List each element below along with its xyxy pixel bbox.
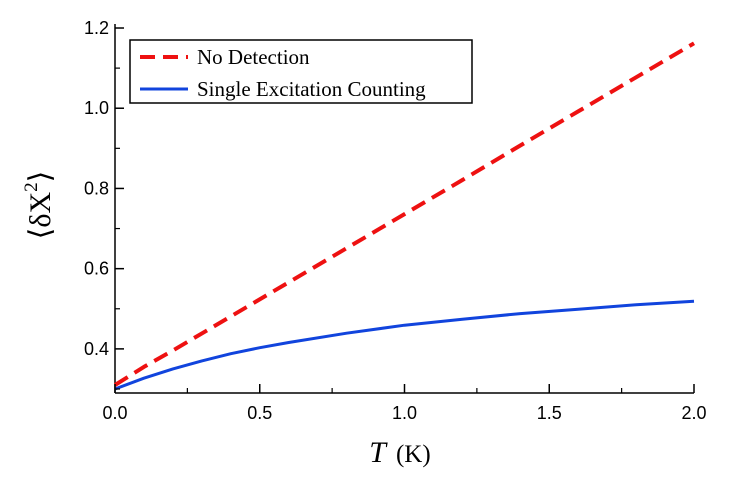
y-axis-left-bracket: ⟨ [24,228,57,240]
y-axis-right-bracket: ⟩ [24,171,57,183]
series-layer [113,41,696,391]
x-tick-label: 1.0 [392,403,417,423]
y-tick-label: 0.4 [84,339,109,359]
y-tick-label: 1.2 [84,18,109,38]
legend: No Detection Single Excitation Counting [129,39,473,104]
x-tick-label: 0.0 [102,403,127,423]
legend-label-single-excitation: Single Excitation Counting [197,77,426,101]
x-tick-label: 0.5 [247,403,272,423]
x-axis-unit: (K) [396,441,431,468]
x-tick-label: 1.5 [537,403,562,423]
ticks-layer: 0.0 0.5 1.0 1.5 2.0 0.4 0.6 0.8 1.0 1.2 [84,18,707,423]
legend-box [129,39,473,104]
x-axis-label: T (K) [369,436,430,469]
y-axis-label: ⟨δX2⟩ [21,171,57,240]
legend-label-no-detection: No Detection [197,45,310,69]
series-line-single-excitation [114,299,695,391]
x-tick-label: 2.0 [681,403,706,423]
y-axis-symbol: δX [24,192,57,228]
y-tick-label: 0.8 [84,178,109,198]
y-tick-label: 0.6 [84,259,109,279]
y-tick-label: 1.0 [84,98,109,118]
series-line-no-detection [113,41,696,387]
y-axis-superscript: 2 [21,182,42,192]
x-axis-symbol: T [369,436,388,469]
svg-text:⟨δX2⟩: ⟨δX2⟩ [21,171,57,240]
